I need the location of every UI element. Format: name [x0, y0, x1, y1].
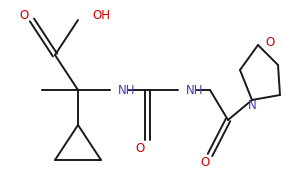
Text: NH: NH — [118, 84, 136, 96]
Text: O: O — [19, 8, 29, 21]
Text: O: O — [135, 141, 145, 154]
Text: N: N — [248, 98, 256, 111]
Text: OH: OH — [92, 8, 110, 21]
Text: O: O — [265, 35, 274, 48]
Text: NH: NH — [186, 84, 204, 96]
Text: O: O — [200, 156, 209, 170]
